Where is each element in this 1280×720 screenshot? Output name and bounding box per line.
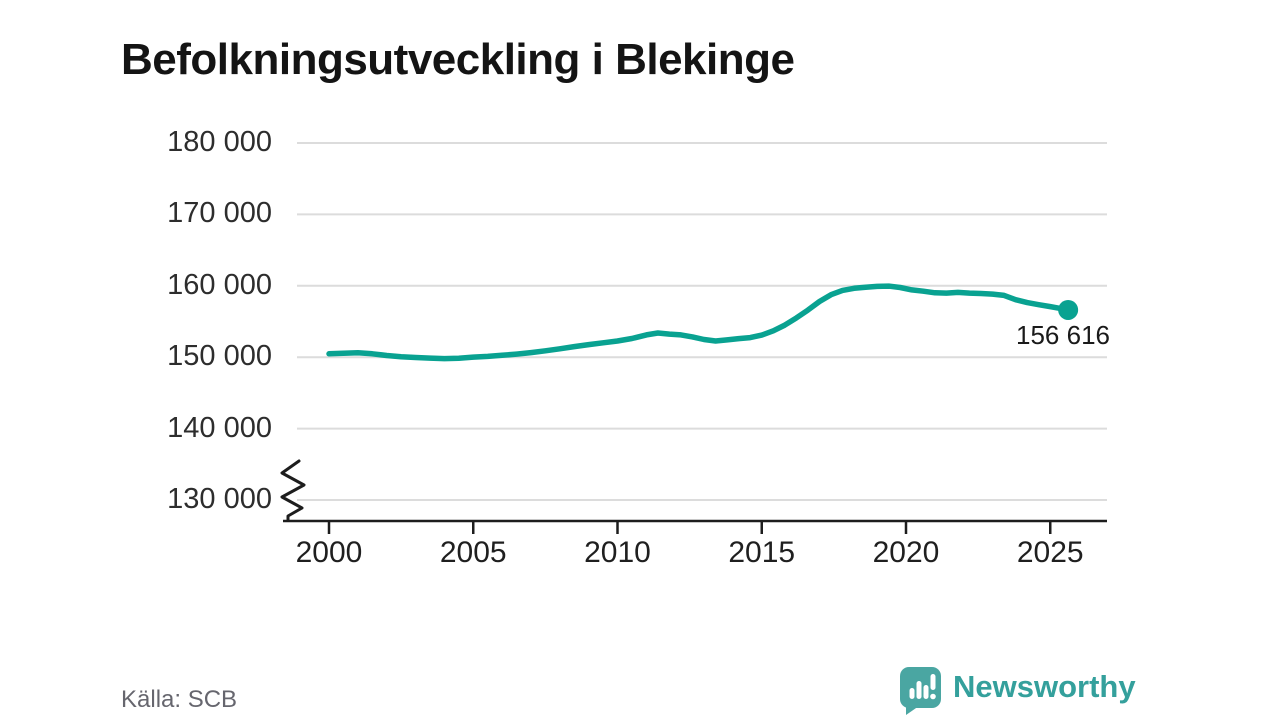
y-axis-tick-label: 170 000 <box>167 197 272 230</box>
y-axis-tick-label: 180 000 <box>167 126 272 158</box>
page-title: Befolkningsutveckling i Blekinge <box>121 35 795 85</box>
y-axis-tick-label: 130 000 <box>167 483 272 515</box>
population-line <box>326 283 1071 362</box>
x-axis-tick-label: 2010 <box>584 536 651 569</box>
x-axis-tick-label: 2000 <box>295 536 363 569</box>
y-axis-tick-label: 160 000 <box>167 268 272 301</box>
last-value-label: 156 616 <box>1016 320 1110 350</box>
y-axis-tick-label: 150 000 <box>167 340 272 373</box>
x-axis-tick-label: 2005 <box>439 536 507 569</box>
end-point-dot <box>1058 299 1079 320</box>
source-note: Källa: SCB <box>121 686 238 713</box>
axis-break-icon <box>280 459 306 522</box>
bar-chart-speech-bubble-icon <box>900 667 941 715</box>
newsworthy-logo[interactable]: Newsworthy <box>899 666 1136 716</box>
x-axis-tick-label: 2015 <box>728 536 796 569</box>
x-axis-tick-label: 2025 <box>1016 536 1084 569</box>
x-axis-tick-label: 2020 <box>872 536 940 569</box>
y-axis-tick-label: 140 000 <box>167 411 272 444</box>
newsworthy-wordmark: Newsworthy <box>953 669 1136 704</box>
